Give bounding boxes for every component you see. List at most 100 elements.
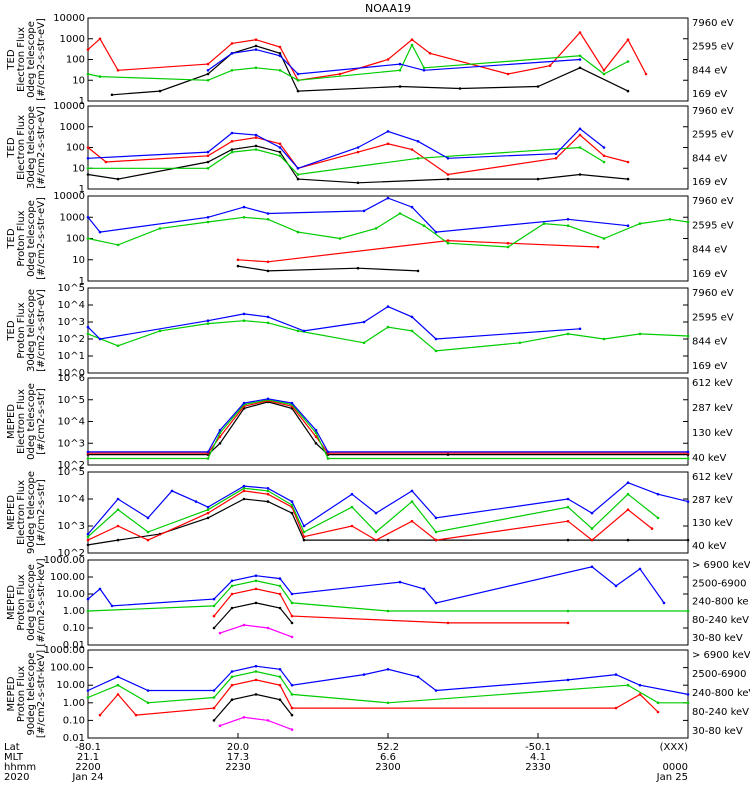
data-point [326,450,330,454]
data-point [86,72,90,76]
data-point [578,127,582,131]
data-point [230,69,234,72]
data-point [386,668,390,671]
data-point [290,500,294,503]
data-point [434,230,438,234]
data-point [398,580,402,584]
data-point [290,621,294,625]
data-point [446,621,450,625]
data-point [602,69,606,72]
y-tick-label: 100 [66,234,85,245]
data-point [86,696,90,699]
y-axis-label: 0deg telescope [26,21,37,98]
data-point [278,146,282,149]
series-line [219,716,293,731]
data-point [266,719,270,722]
legend-entry: 169 eV [692,269,727,280]
data-point [662,601,666,605]
data-point [362,673,366,676]
y-tick-label: 100 [66,55,85,66]
data-point [578,173,582,176]
y-axis-label: TED [6,49,17,70]
data-point [266,315,270,319]
y-tick-label: 10^4 [58,494,85,505]
data-point [230,670,234,673]
y-tick-label: 1 [79,276,85,287]
data-point [422,66,426,70]
y-axis-label: Proton Flux [16,210,27,266]
data-point [518,341,522,345]
y-tick-label: 1000 [60,212,85,223]
legend-entry: 287 keV [692,495,733,506]
series-line [237,239,599,263]
y-tick-label: 10 [72,163,85,174]
legend-entry: 2595 eV [692,312,734,323]
data-point [206,319,210,323]
orbit-tick-label: 0000 [663,762,688,773]
data-point [596,245,600,249]
data-point [686,450,690,454]
data-point [398,85,402,88]
data-point [686,457,690,460]
series-line [237,265,419,272]
data-point [266,260,270,264]
data-point [146,701,150,705]
data-point [266,500,270,503]
data-point [296,89,300,93]
data-point [218,435,222,439]
legend-entry: 169 eV [692,177,727,188]
orbit-tick-label: 20.0 [227,742,249,753]
data-point [416,269,420,273]
data-point [356,181,360,185]
data-point [206,505,210,509]
y-axis-label: Electron Flux [16,389,27,454]
data-point [230,592,234,596]
data-point [278,675,282,679]
data-point [146,516,150,520]
y-tick-label: 0.01 [63,733,85,744]
data-point [290,592,294,596]
y-tick-label: 0.01 [63,640,85,651]
data-point [626,538,630,542]
orbit-tick-label: Jan 25 [656,772,688,783]
data-point [416,140,420,143]
data-point [86,157,90,160]
data-point [230,675,234,679]
data-point [86,237,90,240]
data-point [374,530,378,534]
legend-entry: 612 keV [692,378,733,389]
data-point [206,79,210,82]
series-line [99,679,659,716]
panel-2: 10000 1000 100 10 1 TED Electron Flux 30deg tel… [6,101,734,195]
series-line [88,398,688,453]
y-tick-label: 10000 [53,13,85,24]
y-tick-label: 10^2 [58,460,85,471]
y-axis-label: 90deg telescope [26,652,37,735]
data-point [590,527,594,530]
data-point [434,538,438,542]
series-line [88,401,688,456]
legend-entry: 7960 eV [692,196,734,207]
data-point [266,321,270,325]
data-point [206,516,210,520]
data-point [296,329,300,333]
data-point [386,305,390,308]
y-tick-label: 10000 [53,101,85,112]
data-point [212,626,216,630]
data-point [614,706,618,710]
orbit-tick-label: Jan 24 [71,772,103,783]
data-point [254,48,258,51]
data-point [296,173,300,176]
data-point [410,329,414,333]
data-point [626,481,630,485]
data-point [242,484,246,488]
data-point [278,45,282,49]
data-point [566,609,570,613]
legend-entry: 7960 eV [692,288,734,299]
series-line [207,48,581,75]
y-tick-label: 1000.00 [44,555,85,566]
y-tick-label: 0.10 [63,623,85,634]
data-point [590,538,594,542]
data-point [206,457,210,460]
data-point [206,322,210,325]
